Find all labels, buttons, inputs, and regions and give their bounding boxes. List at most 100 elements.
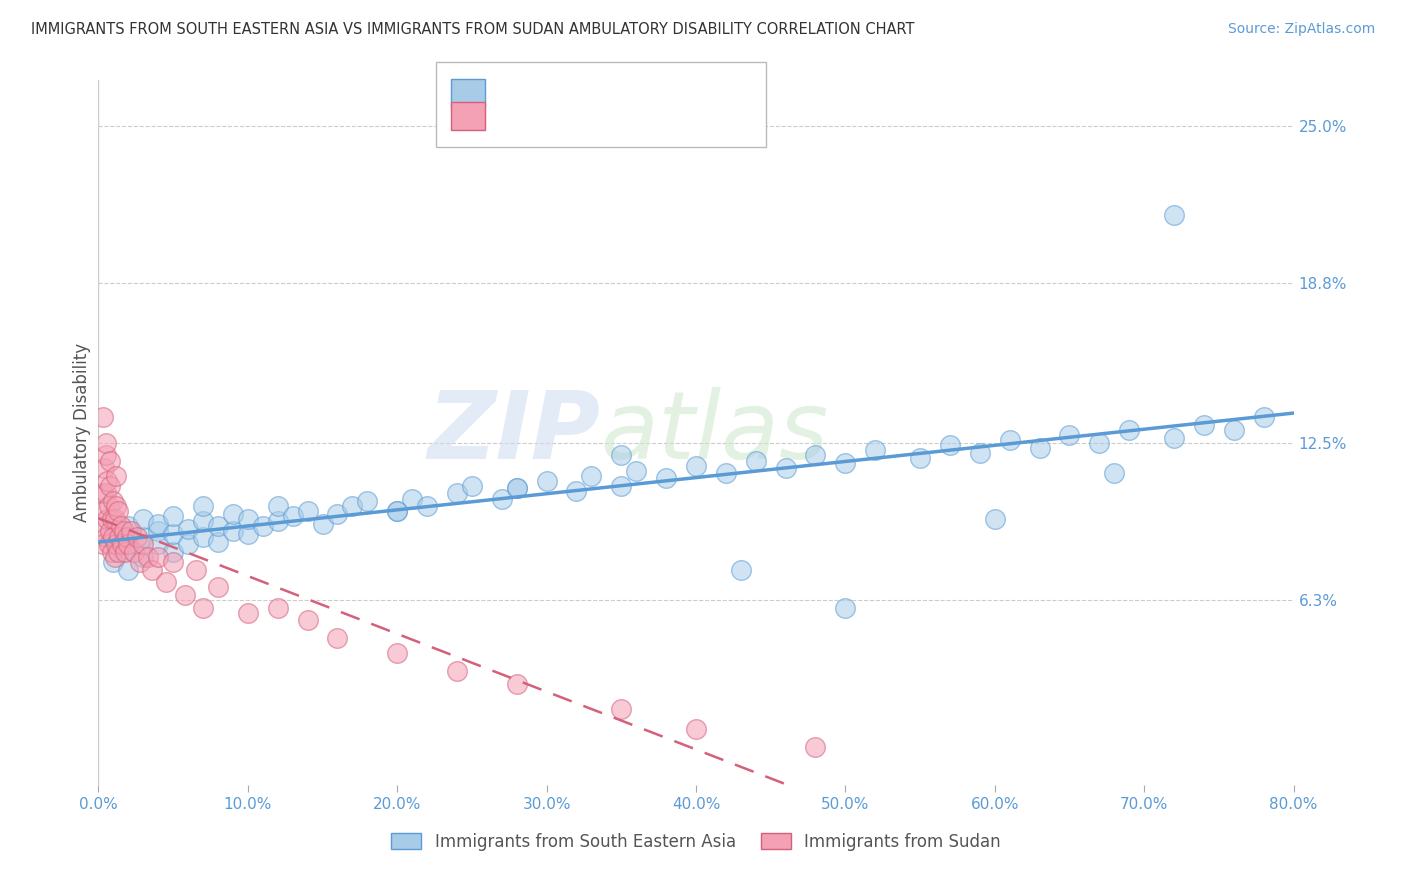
Point [124, 545, 146, 559]
Point [91, 537, 114, 551]
Point [207, 519, 229, 533]
Point [177, 537, 200, 551]
Text: ZIP: ZIP [427, 386, 600, 479]
Y-axis label: Ambulatory Disability: Ambulatory Disability [73, 343, 91, 522]
Point [91, 410, 114, 425]
Point [326, 631, 349, 645]
Point [610, 449, 633, 463]
Point [94, 530, 117, 544]
Point [141, 562, 163, 576]
Point [117, 537, 139, 551]
Point [1118, 423, 1140, 437]
Point [148, 537, 170, 551]
Point [97, 499, 120, 513]
Point [148, 549, 170, 564]
Point [655, 471, 678, 485]
Point [98, 524, 122, 539]
Point [236, 512, 259, 526]
Point [91, 486, 114, 500]
Point [581, 468, 603, 483]
Point [745, 453, 768, 467]
Point [267, 514, 290, 528]
Point [506, 676, 529, 690]
Point [385, 504, 409, 518]
Point [132, 549, 155, 564]
Point [385, 646, 409, 660]
Point [115, 530, 138, 544]
Point [94, 449, 117, 463]
Point [148, 524, 170, 539]
Point [1104, 466, 1126, 480]
Point [103, 494, 125, 508]
Point [162, 509, 184, 524]
Point [103, 530, 125, 544]
Point [685, 458, 707, 473]
Point [446, 664, 468, 678]
Point [104, 512, 127, 526]
Text: atlas: atlas [600, 387, 828, 478]
Point [162, 527, 184, 541]
Point [267, 600, 290, 615]
Point [107, 504, 129, 518]
Point [148, 516, 170, 531]
Point [94, 486, 117, 500]
Point [162, 545, 184, 559]
Point [103, 532, 125, 546]
Legend: Immigrants from South Eastern Asia, Immigrants from Sudan: Immigrants from South Eastern Asia, Immi… [385, 826, 1007, 858]
Point [104, 549, 127, 564]
Point [356, 494, 378, 508]
Point [132, 537, 155, 551]
Point [536, 474, 558, 488]
Point [506, 482, 529, 496]
Point [112, 524, 135, 539]
Point [105, 499, 128, 513]
Point [184, 562, 207, 576]
Point [98, 453, 122, 467]
Text: 55: 55 [671, 107, 693, 125]
Point [207, 534, 229, 549]
Point [101, 512, 124, 526]
Point [326, 507, 349, 521]
Point [1163, 208, 1185, 222]
Point [281, 509, 304, 524]
Point [117, 562, 139, 576]
Point [416, 499, 439, 513]
Point [311, 516, 333, 531]
Point [174, 588, 197, 602]
Point [111, 537, 134, 551]
Point [117, 542, 139, 557]
Point [775, 461, 797, 475]
Point [908, 450, 931, 465]
Point [114, 545, 136, 559]
Point [1028, 441, 1050, 455]
Point [1223, 423, 1246, 437]
Point [107, 545, 129, 559]
Point [222, 524, 245, 539]
Point [155, 575, 177, 590]
Point [610, 479, 633, 493]
Point [401, 491, 423, 506]
Point [101, 545, 124, 559]
Point [610, 702, 633, 716]
Point [461, 479, 484, 493]
Point [834, 600, 856, 615]
Point [98, 479, 122, 493]
Text: 73: 73 [671, 85, 695, 103]
Point [1253, 410, 1275, 425]
Point [103, 555, 125, 569]
Point [984, 512, 1007, 526]
Point [297, 613, 319, 627]
Point [136, 549, 159, 564]
Point [446, 486, 468, 500]
Point [342, 499, 364, 513]
Point [191, 499, 214, 513]
Point [969, 446, 991, 460]
Point [120, 524, 142, 539]
Text: R =   0.372   N =: R = 0.372 N = [495, 85, 641, 103]
Point [191, 514, 214, 528]
Point [94, 435, 117, 450]
Point [127, 530, 149, 544]
Point [385, 504, 409, 518]
Point [865, 443, 887, 458]
Point [939, 438, 962, 452]
